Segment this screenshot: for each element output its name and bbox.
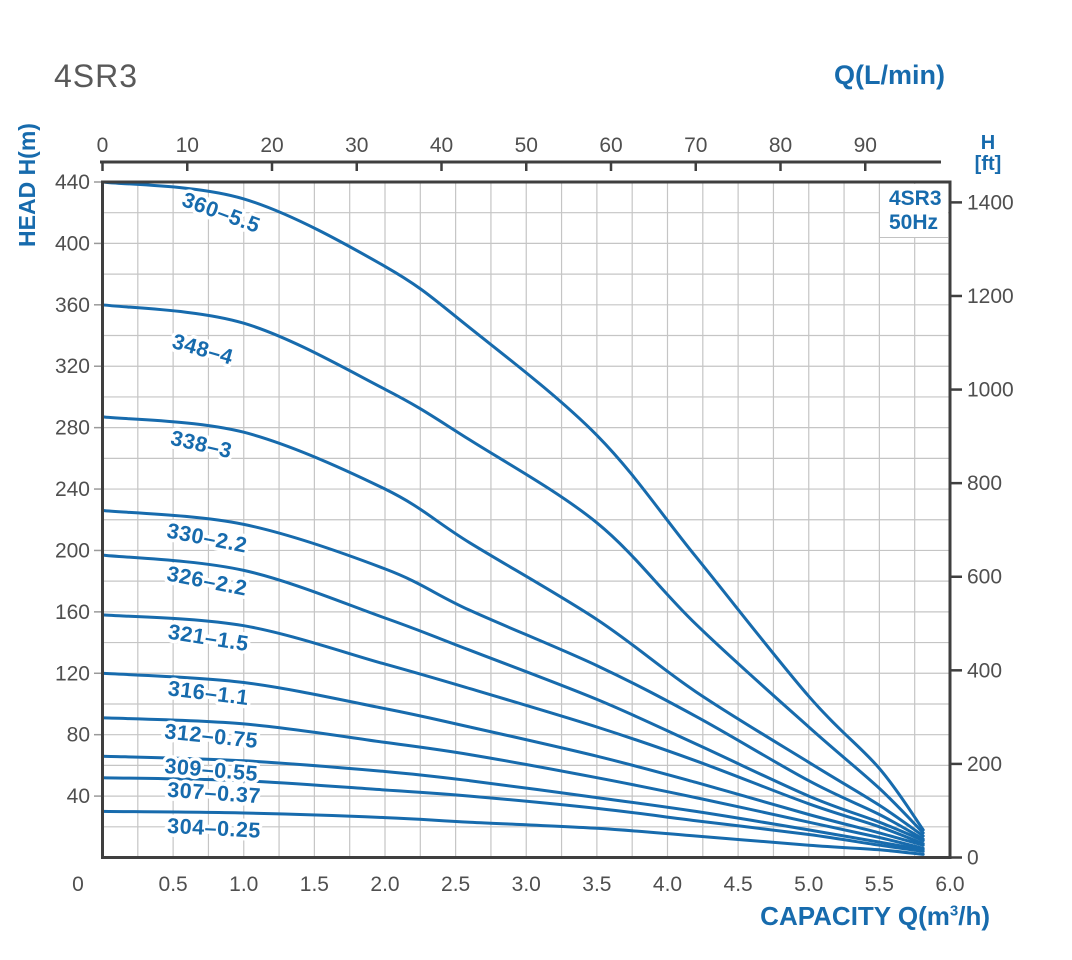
curve-label: 360–5.5 — [179, 188, 264, 238]
right-axis-title-line1: H — [980, 132, 996, 154]
pump-curve — [101, 613, 925, 846]
top-axis-tick-label: 70 — [684, 134, 707, 157]
left-axis-tick-label: 440 — [55, 171, 90, 194]
bottom-axis-title-suffix: /h) — [958, 901, 990, 931]
right-axis-tick-label: 400 — [967, 659, 1002, 682]
pump-curve — [101, 553, 925, 843]
curve-label: 304–0.25 — [167, 814, 262, 843]
pump-curve — [101, 303, 925, 835]
right-axis-tick-label: 0 — [967, 847, 979, 870]
pump-curve — [101, 180, 925, 832]
right-axis-tick-label: 600 — [967, 566, 1002, 589]
curve-label: 338–3 — [168, 426, 234, 463]
right-axis-tick-label: 200 — [967, 753, 1002, 776]
bottom-axis-title-prefix: CAPACITY Q(m — [760, 901, 950, 931]
bottom-axis-tick-label: 4.5 — [724, 873, 753, 896]
bottom-axis-tick-label: 5.5 — [865, 873, 894, 896]
bottom-axis-tick-label: 5.0 — [794, 873, 823, 896]
top-axis-tick-label: 30 — [345, 134, 368, 157]
bottom-axis-tick-label: 1.5 — [300, 873, 329, 896]
top-axis-title: Q(L/min) — [834, 60, 945, 90]
top-axis-tick-label: 0 — [97, 134, 109, 157]
right-axis-tick-label: 1200 — [967, 285, 1014, 308]
top-axis-tick-label: 50 — [515, 134, 538, 157]
top-axis-tick-label: 80 — [769, 134, 792, 157]
left-axis-tick-label: 280 — [55, 417, 90, 440]
bottom-axis-title-superscript: 3 — [949, 902, 959, 920]
right-axis-tick-label: 1400 — [967, 191, 1014, 214]
page-title: 4SR3 — [54, 58, 139, 94]
bottom-axis-tick-label: 3.0 — [512, 873, 541, 896]
curve-label: 307–0.37 — [167, 778, 262, 808]
bottom-axis-tick-label: 6.0 — [935, 873, 964, 896]
pump-curve — [101, 509, 925, 841]
top-axis-tick-label: 40 — [430, 134, 453, 157]
left-axis-tick-label: 240 — [55, 478, 90, 501]
bottom-axis-tick-label: 2.5 — [441, 873, 470, 896]
plot-border — [101, 180, 952, 859]
bottom-axis-tick-label: 2.0 — [370, 873, 399, 896]
right-axis-tick-label: 1000 — [967, 379, 1014, 402]
right-axis-title-line2: [ft] — [974, 153, 1002, 175]
legend-model-line: 4SR3 — [889, 187, 942, 210]
pump-curve — [101, 671, 925, 847]
right-axis-title: H [ft] — [962, 133, 1014, 175]
pump-curve — [101, 716, 925, 850]
bottom-axis-tick-label: 4.0 — [653, 873, 682, 896]
left-axis-tick-label: 160 — [55, 601, 90, 624]
bottom-axis-title: CAPACITY Q(m3/h) — [660, 901, 990, 932]
pump-curve — [101, 776, 925, 853]
left-axis-tick-label: 200 — [55, 539, 90, 562]
left-axis-tick-label: 320 — [55, 355, 90, 378]
bottom-axis-tick-label: 0 — [72, 873, 84, 896]
pump-curve — [101, 754, 925, 852]
pump-curve — [101, 415, 925, 838]
left-axis-title: HEAD H(m) — [14, 123, 40, 247]
legend-frequency-line: 50Hz — [889, 211, 939, 234]
bottom-axis-tick-label: 0.5 — [159, 873, 188, 896]
bottom-axis-tick-label: 1.0 — [229, 873, 258, 896]
left-axis-tick-label: 400 — [55, 232, 90, 255]
legend: 4SR3 50Hz — [879, 184, 948, 238]
left-axis-tick-label: 40 — [67, 785, 90, 808]
top-axis-tick-label: 20 — [260, 134, 283, 157]
top-axis-tick-label: 60 — [599, 134, 622, 157]
left-axis-tick-label: 360 — [55, 294, 90, 317]
left-axis-tick-label: 120 — [55, 662, 90, 685]
top-axis-tick-label: 10 — [176, 134, 199, 157]
bottom-axis-tick-label: 3.5 — [582, 873, 611, 896]
pump-curve — [101, 809, 925, 856]
top-axis-tick-label: 90 — [854, 134, 877, 157]
right-axis-tick-label: 800 — [967, 472, 1002, 495]
left-axis-tick-label: 80 — [67, 724, 90, 747]
